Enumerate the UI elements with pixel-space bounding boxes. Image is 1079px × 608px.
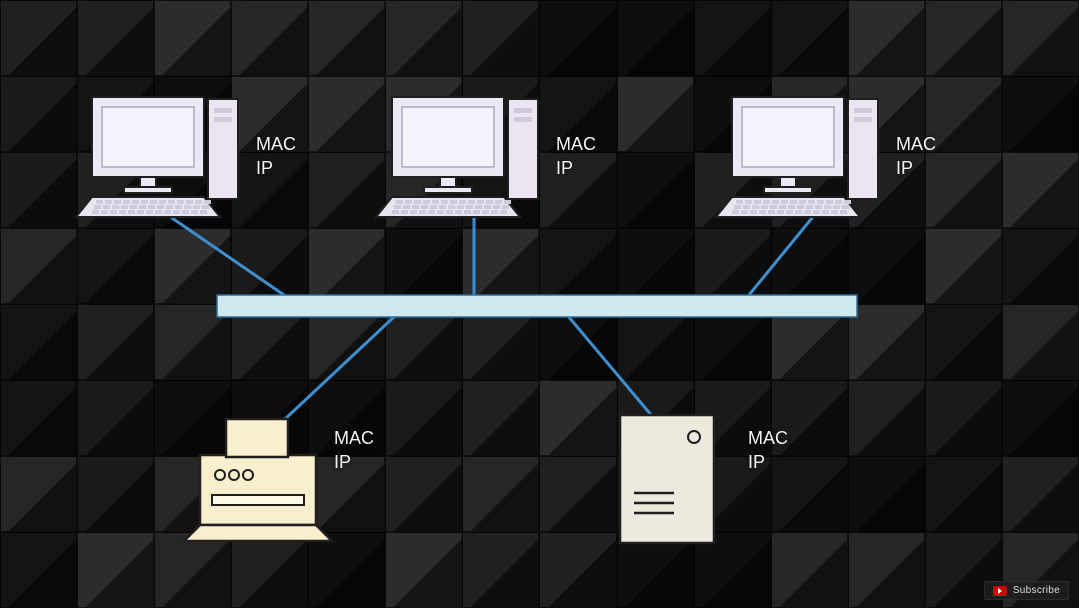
label-mac: MAC [556,132,596,156]
link-pc1 [172,218,300,306]
label-pc2: MACIP [556,132,596,181]
label-mac: MAC [256,132,296,156]
subscribe-label: Subscribe [1013,585,1060,596]
label-pc3: MACIP [896,132,936,181]
label-pc1: MACIP [256,132,296,181]
links-group [172,218,812,420]
youtube-icon [993,586,1007,596]
pc-icon [76,97,238,217]
pc-icon [716,97,878,217]
label-mac: MAC [896,132,936,156]
link-printer [284,316,395,420]
link-server [568,316,652,416]
diagram-stage: MACIPMACIPMACIPMACIPMACIP Subscribe [0,0,1079,608]
network-diagram-svg [0,0,1079,608]
label-ip: IP [334,450,374,474]
label-mac: MAC [334,426,374,450]
printer-body [200,455,316,525]
label-mac: MAC [748,426,788,450]
link-pc3 [740,218,812,306]
label-printer: MACIP [334,426,374,475]
label-ip: IP [556,156,596,180]
label-server: MACIP [748,426,788,475]
server-icon [620,415,714,543]
subscribe-button[interactable]: Subscribe [984,581,1069,600]
label-ip: IP [748,450,788,474]
label-ip: IP [896,156,936,180]
label-ip: IP [256,156,296,180]
pc-icon [376,97,538,217]
network-bus [217,295,857,317]
printer-icon [184,419,332,541]
